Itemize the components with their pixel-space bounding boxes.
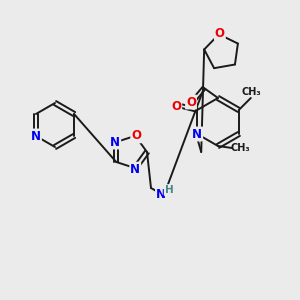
Text: O: O: [186, 95, 196, 109]
Text: N: N: [192, 128, 202, 140]
Text: N: N: [110, 136, 120, 148]
Text: N: N: [31, 130, 41, 142]
Text: H: H: [165, 185, 173, 195]
Text: CH₃: CH₃: [242, 87, 262, 97]
Text: N: N: [156, 188, 166, 200]
Text: O: O: [131, 129, 141, 142]
Text: O: O: [171, 100, 181, 112]
Text: CH₃: CH₃: [230, 143, 250, 153]
Text: N: N: [130, 163, 140, 176]
Text: O: O: [215, 27, 225, 40]
